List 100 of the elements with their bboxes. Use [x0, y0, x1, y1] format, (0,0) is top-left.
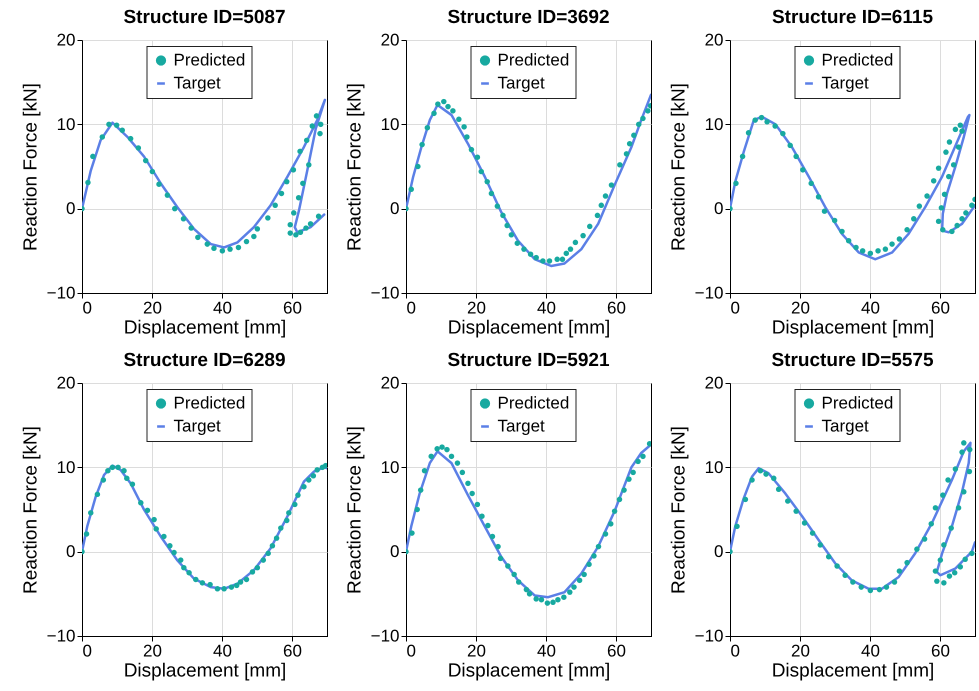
point [100, 134, 106, 140]
point [916, 203, 922, 209]
x-tick-label: 60 [931, 298, 950, 318]
point [533, 254, 539, 260]
chart-title: Structure ID=5087 [123, 7, 286, 28]
point [952, 570, 958, 576]
point [136, 145, 142, 151]
point [554, 256, 560, 262]
point [533, 596, 539, 602]
point [439, 444, 445, 450]
point [956, 144, 962, 150]
point [967, 446, 972, 452]
point [914, 546, 920, 552]
point [200, 580, 206, 586]
point [763, 471, 769, 477]
x-tick-label: 20 [143, 298, 162, 318]
point [314, 467, 320, 473]
point [450, 108, 456, 114]
y-tick-label: −10 [46, 284, 76, 302]
point [524, 586, 530, 592]
point [419, 142, 425, 148]
point [936, 218, 942, 224]
point [228, 584, 234, 590]
point [238, 579, 244, 585]
point [254, 226, 260, 232]
point [290, 167, 296, 173]
point [932, 505, 938, 511]
point [612, 508, 618, 514]
line-series [406, 94, 651, 268]
legend-label: Target [174, 416, 222, 436]
point [959, 128, 965, 134]
point [776, 486, 782, 492]
point [297, 148, 303, 154]
x-axis-title: Displacement [mm] [448, 318, 610, 338]
point [940, 492, 946, 498]
point [161, 534, 167, 540]
point [322, 462, 327, 468]
point [435, 101, 441, 107]
point [875, 248, 881, 254]
x-tick-label: 20 [143, 642, 162, 660]
point [211, 246, 217, 252]
point [171, 550, 177, 556]
point [787, 142, 793, 148]
point [303, 225, 309, 231]
point [884, 584, 890, 590]
point [291, 210, 296, 216]
point [300, 180, 306, 186]
point [265, 215, 271, 221]
point [172, 206, 178, 212]
point [934, 578, 940, 584]
point [538, 597, 544, 602]
point [284, 178, 290, 184]
y-tick-label: 0 [714, 199, 724, 218]
y-tick-label: 20 [704, 30, 724, 50]
point [969, 202, 975, 208]
point [310, 123, 316, 129]
x-tick-label: 60 [607, 298, 626, 318]
point [288, 222, 293, 228]
x-tick-label: 0 [730, 642, 740, 660]
point [156, 181, 162, 187]
point [251, 234, 257, 240]
point [764, 119, 770, 125]
point [749, 477, 755, 483]
point [124, 476, 130, 482]
point [88, 510, 94, 516]
y-axis-title: Reaction Force [kN] [20, 426, 42, 594]
point [314, 113, 320, 119]
point [244, 576, 250, 582]
y-tick-label: 20 [704, 374, 724, 392]
point [818, 542, 824, 548]
point [415, 164, 421, 170]
y-axis-title: Reaction Force [kN] [344, 426, 366, 594]
point [594, 212, 600, 218]
point [468, 146, 474, 152]
point [144, 508, 150, 514]
point [115, 464, 121, 470]
point [409, 530, 415, 536]
y-tick-label: −10 [370, 284, 400, 302]
x-tick-label: 60 [283, 642, 302, 660]
x-axis-title: Displacement [mm] [124, 318, 286, 338]
point [550, 600, 556, 605]
point [505, 563, 511, 569]
point [596, 544, 602, 550]
x-tick-label: 0 [82, 642, 92, 660]
point [640, 454, 646, 460]
point [943, 149, 949, 155]
point [292, 502, 298, 508]
point [540, 258, 546, 264]
point [645, 108, 651, 114]
point [846, 238, 852, 244]
x-tick-label: 20 [467, 298, 486, 318]
point [460, 470, 466, 476]
y-tick-label: 20 [56, 30, 76, 50]
point [842, 572, 848, 578]
point [310, 473, 316, 478]
point [221, 586, 227, 592]
chart-title: Structure ID=5575 [771, 350, 934, 371]
point [858, 584, 864, 590]
legend-label: Predicted [498, 394, 570, 412]
point [564, 250, 570, 256]
